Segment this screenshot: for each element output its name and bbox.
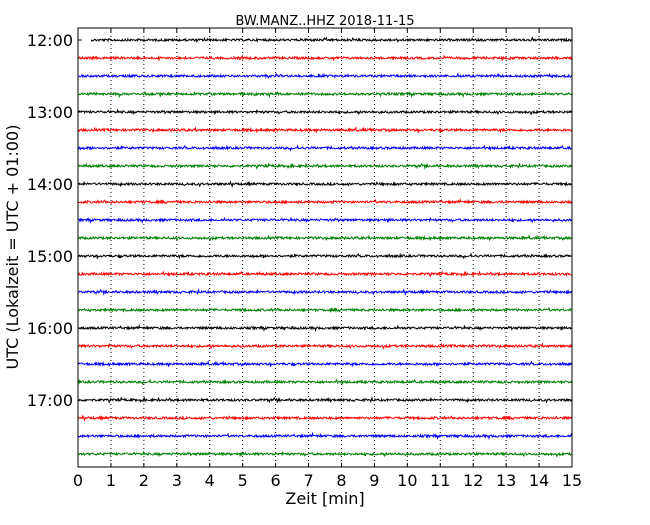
trace-1745 bbox=[77, 450, 572, 458]
trace-1300 bbox=[77, 108, 573, 116]
x-axis-label: Zeit [min] bbox=[285, 489, 364, 508]
trace-1630 bbox=[77, 359, 573, 368]
x-tick-label: 7 bbox=[303, 471, 313, 490]
x-tick-label: 0 bbox=[73, 471, 83, 490]
y-tick-label: 15:00 bbox=[27, 247, 73, 266]
x-tick-label: 15 bbox=[562, 471, 582, 490]
trace-1230 bbox=[77, 72, 573, 80]
trace-1715 bbox=[77, 414, 573, 422]
x-tick-label: 14 bbox=[529, 471, 549, 490]
trace-1600 bbox=[77, 323, 572, 333]
trace-1530 bbox=[77, 287, 573, 296]
trace-1200 bbox=[90, 36, 572, 43]
x-tick-label: 4 bbox=[205, 471, 215, 490]
trace-1730 bbox=[77, 431, 573, 441]
x-tick-label: 5 bbox=[238, 471, 248, 490]
y-tick-label: 12:00 bbox=[27, 31, 73, 50]
trace-1330 bbox=[77, 144, 573, 152]
trace-1430 bbox=[77, 216, 573, 225]
trace-1615 bbox=[77, 342, 573, 350]
plot-frame bbox=[77, 27, 573, 468]
x-tick-label: 1 bbox=[106, 471, 116, 490]
trace-1500 bbox=[77, 252, 573, 260]
y-tick-label: 14:00 bbox=[27, 175, 73, 194]
x-tick-label: 13 bbox=[496, 471, 516, 490]
trace-1545 bbox=[77, 306, 573, 313]
tick-layer: 0 1 2 3 4 5 6 7 8 9 10 11 12 13 14 1512:0013:0014:0015:… bbox=[27, 28, 582, 490]
trace-1245 bbox=[77, 90, 573, 99]
x-tick-label: 6 bbox=[271, 471, 281, 490]
x-tick-label: 10 bbox=[397, 471, 417, 490]
x-tick-label: 8 bbox=[336, 471, 346, 490]
y-tick-label: 17:00 bbox=[27, 391, 73, 410]
x-tick-label: 11 bbox=[430, 471, 450, 490]
trace-1345 bbox=[77, 161, 573, 170]
x-tick-label: 12 bbox=[463, 471, 483, 490]
chart-title: BW.MANZ..HHZ 2018-11-15 bbox=[235, 14, 414, 29]
trace-1215 bbox=[77, 54, 573, 62]
x-tick-label: 9 bbox=[369, 471, 379, 490]
trace-1645 bbox=[77, 378, 573, 386]
trace-1700 bbox=[77, 395, 573, 404]
x-tick-label: 2 bbox=[139, 471, 149, 490]
x-tick-label: 3 bbox=[172, 471, 182, 490]
trace-1400 bbox=[77, 180, 573, 188]
trace-1515 bbox=[77, 270, 572, 278]
trace-1445 bbox=[77, 233, 573, 242]
trace-1415 bbox=[77, 197, 573, 205]
y-axis-label: UTC (Lokalzeit = UTC + 01:00) bbox=[3, 125, 22, 370]
trace-1315 bbox=[77, 125, 573, 134]
y-tick-label: 13:00 bbox=[27, 103, 73, 122]
y-tick-label: 16:00 bbox=[27, 319, 73, 338]
trace-layer bbox=[77, 36, 573, 458]
